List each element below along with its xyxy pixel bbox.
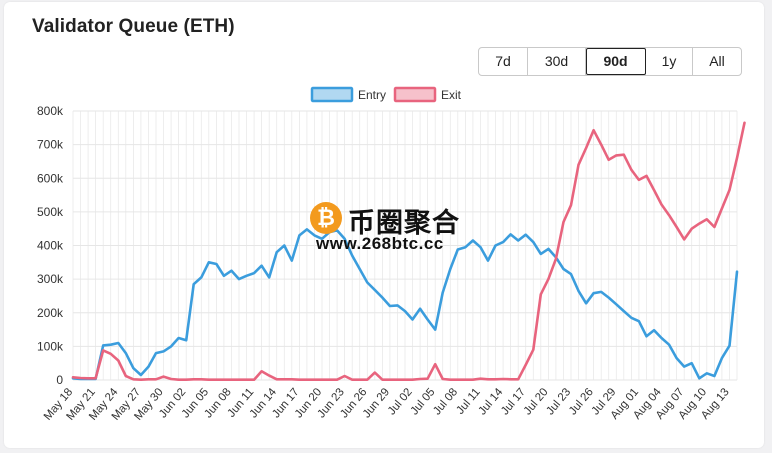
range-1y-button[interactable]: 1y bbox=[646, 48, 693, 75]
watermark-url: www.268btc.cc bbox=[316, 234, 444, 253]
series-line-exit bbox=[71, 121, 746, 382]
legend-swatch-exit bbox=[393, 86, 437, 103]
y-tick-label: 200k bbox=[37, 306, 64, 320]
y-tick-label: 600k bbox=[37, 171, 64, 185]
legend-label-entry: Entry bbox=[358, 88, 386, 102]
y-tick-label: 0 bbox=[56, 373, 63, 387]
x-tick-label: Jul 08 bbox=[431, 386, 460, 417]
y-tick-label: 400k bbox=[37, 239, 64, 253]
watermark: ₿ 币圈聚合 www.268btc.cc bbox=[308, 201, 474, 255]
range-all-button[interactable]: All bbox=[709, 53, 725, 69]
y-tick-label: 300k bbox=[37, 272, 64, 286]
chart-card bbox=[4, 2, 764, 448]
range-30d-button[interactable]: 30d bbox=[528, 48, 586, 75]
watermark-name: 币圈聚合 bbox=[348, 208, 460, 239]
x-tick-label: Jul 17 bbox=[499, 386, 528, 417]
legend-label-exit: Exit bbox=[441, 88, 462, 102]
x-tick-label: Jul 20 bbox=[522, 386, 551, 417]
y-tick-label: 700k bbox=[37, 138, 64, 152]
x-tick-label: Jul 05 bbox=[409, 386, 438, 417]
range-90d-button[interactable]: 90d bbox=[586, 48, 646, 75]
x-tick-label: Jul 02 bbox=[386, 386, 415, 417]
series-line-entry bbox=[71, 228, 739, 381]
y-tick-label: 500k bbox=[37, 205, 64, 219]
bitcoin-icon: ₿ bbox=[310, 202, 342, 234]
x-tick-label: Jul 26 bbox=[567, 386, 596, 417]
y-tick-label: 100k bbox=[37, 339, 64, 353]
legend-swatch-entry bbox=[310, 86, 354, 103]
y-tick-label: 800k bbox=[37, 104, 64, 118]
page-title: Validator Queue (ETH) bbox=[32, 16, 235, 37]
range-7d-button[interactable]: 7d bbox=[479, 48, 528, 75]
time-range-selector: 7d 30d 90d 1y All bbox=[478, 47, 742, 76]
x-tick-label: Jul 23 bbox=[544, 386, 573, 417]
